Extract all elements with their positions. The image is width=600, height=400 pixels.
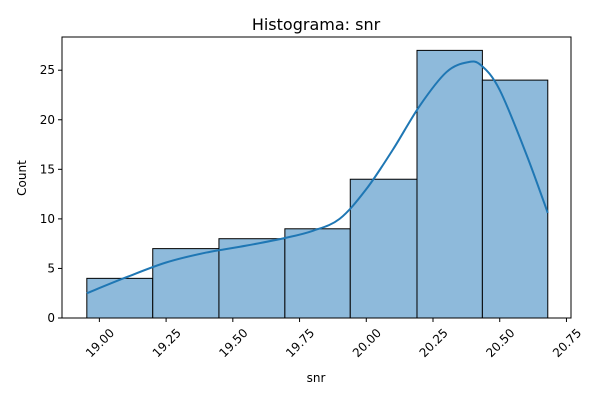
histogram-bar xyxy=(349,178,418,319)
bars-group xyxy=(86,49,549,319)
plot-frame xyxy=(61,36,572,319)
histogram-bar xyxy=(284,228,351,319)
y-axis-label: Count xyxy=(15,160,29,196)
kde-group xyxy=(86,60,549,295)
kde-line xyxy=(86,60,549,295)
histogram-bar xyxy=(152,248,220,319)
y-tick-label: 10 xyxy=(40,212,55,226)
x-axis-label: snr xyxy=(307,371,326,385)
chart-title: Histograma: snr xyxy=(252,15,381,34)
y-tick-label: 5 xyxy=(47,261,55,275)
y-tick-label: 15 xyxy=(40,162,55,176)
histogram-bar xyxy=(218,238,286,319)
y-tick-label: 25 xyxy=(40,63,55,77)
histogram-bar xyxy=(86,277,154,319)
axes-group xyxy=(61,36,572,319)
y-tick-label: 20 xyxy=(40,113,55,127)
y-ticks-group: 0 5 10 15 20 25 xyxy=(40,63,62,325)
histogram-bar xyxy=(481,79,549,319)
histogram-bar xyxy=(416,49,483,319)
y-tick-label: 0 xyxy=(47,311,55,325)
